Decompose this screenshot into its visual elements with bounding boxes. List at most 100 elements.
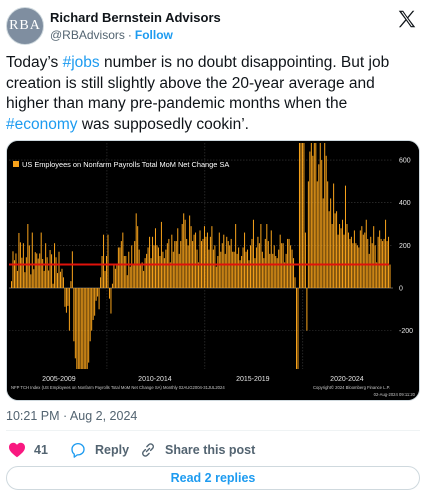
reply-label: Reply	[95, 443, 130, 457]
post-timestamp[interactable]: 10:21 PM · Aug 2, 2024	[6, 409, 138, 423]
chart-bar	[196, 249, 198, 288]
chart-bar	[140, 264, 142, 288]
chart-bar	[230, 238, 232, 288]
heart-icon	[9, 442, 25, 458]
author-name[interactable]: Richard Bernstein Advisors	[50, 10, 221, 25]
chart-bar	[238, 247, 240, 288]
chart-bar	[287, 238, 289, 288]
read-replies-button[interactable]: Read 2 replies	[6, 466, 420, 490]
chart-bar	[339, 224, 341, 288]
chart-bar	[209, 236, 211, 288]
chart-bar	[215, 266, 217, 288]
chart-bar	[306, 287, 308, 331]
chart-bar	[284, 262, 286, 288]
reply-icon	[71, 442, 85, 458]
chart-bar	[94, 287, 96, 316]
payrolls-chart: US Employees on Nonfarm Payrolls Total M…	[7, 141, 419, 400]
chart-bar	[128, 251, 130, 288]
x-logo-icon[interactable]	[396, 8, 418, 30]
chart-bar	[205, 236, 207, 288]
avatar[interactable]: RBA	[6, 7, 44, 45]
chart-bar	[353, 230, 355, 288]
chart-bar	[349, 238, 351, 288]
post-image[interactable]: US Employees on Nonfarm Payrolls Total M…	[6, 140, 420, 401]
chart-bar	[89, 287, 91, 342]
chart-bar	[315, 143, 317, 288]
chart-bar	[281, 243, 283, 288]
link-icon	[142, 443, 154, 457]
share-button[interactable]: Share this post	[139, 440, 255, 460]
chart-bar	[367, 238, 369, 288]
chart-bar	[347, 232, 349, 288]
chart-bar	[257, 236, 259, 288]
chart-bar	[43, 270, 45, 288]
chart-bar	[15, 253, 17, 288]
chart-bar	[252, 219, 254, 288]
chart-bar	[61, 268, 63, 288]
chart-bar	[275, 256, 277, 288]
chart-bar	[132, 264, 134, 288]
chart-bar	[160, 221, 162, 288]
chart-bar	[242, 247, 244, 288]
post-text-fragment: number is no doubt disappointing. But jo…	[6, 54, 390, 112]
chart-bar	[88, 287, 90, 363]
chart-bar	[184, 219, 186, 288]
chart-bar	[298, 143, 300, 288]
chart-bar	[301, 143, 303, 288]
chart-bar	[304, 232, 306, 288]
author-handle-row: @RBAdvisors · Follow	[50, 28, 173, 42]
chart-bar	[79, 287, 81, 369]
chart-bar	[166, 243, 168, 288]
separator: ·	[127, 28, 132, 42]
chart-bar	[272, 253, 274, 288]
chart-bar	[324, 143, 326, 288]
y-tick-label: 600	[399, 158, 411, 165]
avatar-text: RBA	[9, 18, 41, 33]
chart-bar	[296, 287, 298, 369]
follow-button[interactable]: Follow	[134, 28, 173, 42]
hashtag-link[interactable]: #economy	[6, 115, 78, 133]
chart-bar	[217, 256, 219, 288]
chart-bar	[211, 226, 213, 288]
like-button[interactable]: 41	[8, 440, 48, 460]
chart-bar	[288, 238, 290, 288]
chart-bar	[352, 243, 354, 288]
chart-bar	[350, 236, 352, 288]
chart-bar	[309, 151, 311, 288]
chart-bar	[21, 257, 23, 288]
post-header: RBA Richard Bernstein Advisors @RBAdviso…	[6, 6, 420, 46]
chart-bar	[73, 287, 75, 342]
chart-bar	[45, 243, 47, 288]
chart-bar	[48, 270, 50, 288]
chart-bar	[92, 287, 94, 320]
chart-bar	[214, 245, 216, 288]
chart-bar	[141, 262, 143, 288]
chart-bar	[362, 234, 364, 288]
chart-bar	[334, 213, 336, 288]
chart-bar	[146, 253, 148, 288]
chart-bar	[33, 269, 35, 288]
chart-bar	[327, 181, 329, 288]
chart-bar	[62, 277, 64, 288]
hashtag-link[interactable]: #jobs	[62, 54, 100, 71]
chart-bars	[11, 143, 391, 369]
reply-button[interactable]: Reply	[69, 440, 129, 460]
chart-bar	[248, 260, 250, 288]
chart-bar	[11, 281, 13, 288]
chart-bar	[40, 232, 42, 288]
chart-bar	[70, 281, 72, 288]
chart-bar	[114, 268, 116, 288]
author-handle[interactable]: @RBAdvisors	[50, 28, 125, 42]
chart-bar	[344, 185, 346, 288]
post-text: Today’s #jobs number is no doubt disappo…	[6, 53, 420, 135]
chart-bar	[356, 245, 358, 288]
chart-bar	[122, 232, 124, 288]
chart-title: US Employees on Nonfarm Payrolls Total M…	[22, 160, 229, 169]
chart-bar	[364, 232, 366, 288]
chart-bar	[39, 253, 41, 288]
chart-bar	[181, 224, 183, 288]
chart-bar	[117, 247, 119, 288]
chart-bar	[293, 258, 295, 288]
chart-bar	[198, 262, 200, 288]
chart-bar	[343, 234, 345, 288]
